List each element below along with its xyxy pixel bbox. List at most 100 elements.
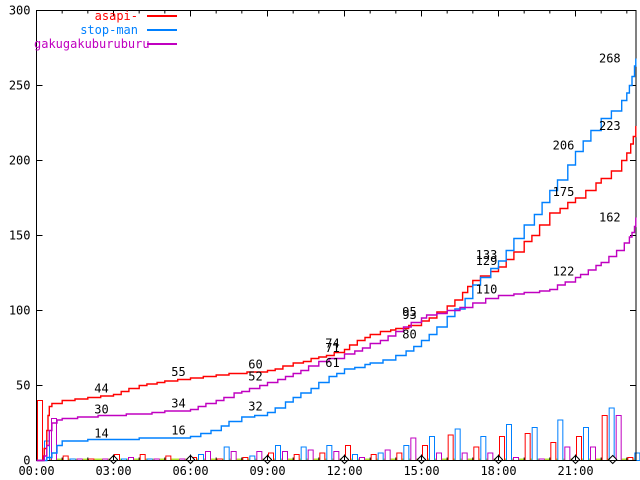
plot-border — [36, 10, 637, 461]
data-point-value-label: 223 — [599, 119, 621, 133]
hourly-bar — [205, 451, 211, 461]
y-axis-tick-label: 200 — [9, 154, 31, 168]
data-point-value-label: 60 — [248, 358, 262, 372]
hourly-bar — [550, 442, 557, 461]
data-point-value-label: 133 — [476, 248, 498, 262]
hourly-bar — [487, 452, 494, 461]
data-point-value-label: 206 — [553, 139, 575, 153]
hourly-bar — [198, 454, 204, 461]
hourly-bar — [223, 446, 230, 461]
hourly-bar — [307, 449, 314, 461]
hourly-bar — [480, 436, 487, 461]
hourly-bar — [557, 419, 564, 461]
legend-entry-stop-man: stop-man — [34, 23, 177, 37]
diamond-marker-icon — [608, 454, 618, 465]
data-point-value-label: 61 — [325, 356, 339, 370]
x-axis-tick-label: 21:00 — [557, 464, 593, 478]
hourly-bar — [62, 455, 69, 461]
x-axis-tick-label: 03:00 — [95, 464, 131, 478]
y-axis-tick-label: 250 — [9, 79, 31, 93]
hourly-bar — [506, 424, 512, 461]
hourly-bar — [615, 415, 622, 461]
hourly-bar — [230, 451, 237, 461]
hourly-bar — [37, 400, 43, 461]
data-point-value-label: 32 — [248, 400, 262, 414]
hourly-bar — [249, 455, 256, 461]
legend-line-sample-asapi — [147, 15, 177, 17]
hourly-bar — [370, 454, 377, 461]
series-line-stopman — [36, 58, 637, 462]
x-axis-tick-label: 18:00 — [480, 464, 516, 478]
legend-line-sample-gakugakuburuburu — [147, 43, 177, 45]
legend-line-sample-stop-man — [147, 29, 177, 31]
y-axis-tick-label: 0 — [23, 454, 30, 468]
data-point-value-label: 55 — [171, 365, 185, 379]
data-point-value-label: 30 — [94, 403, 108, 417]
data-point-value-label: 129 — [476, 254, 498, 268]
y-axis-tick-label: 300 — [9, 4, 31, 18]
hourly-bar — [447, 434, 454, 461]
hourly-bar — [377, 452, 384, 461]
hourly-bar — [326, 445, 333, 461]
hourly-bar — [564, 446, 571, 461]
hourly-bar — [590, 446, 596, 461]
data-point-value-label: 52 — [248, 370, 262, 384]
hourly-bar — [300, 446, 307, 461]
data-point-value-label: 110 — [476, 283, 498, 297]
data-point-value-label: 16 — [171, 424, 185, 438]
legend-label-stop-man: stop-man — [80, 23, 138, 37]
hourly-bar — [436, 452, 442, 461]
hourly-bar — [531, 427, 538, 461]
hourly-bar — [396, 452, 403, 461]
series-line-gakugakuburuburu — [36, 217, 637, 462]
hourly-bar — [429, 436, 435, 461]
legend-label-asapi: asapi- — [94, 9, 138, 23]
x-axis-tick-label: 06:00 — [172, 464, 208, 478]
hourly-bar — [139, 454, 146, 461]
data-point-value-label: 14 — [94, 427, 108, 441]
hourly-bar — [524, 433, 531, 461]
data-point-value-label: 95 — [402, 305, 416, 319]
data-point-value-label: 122 — [553, 265, 575, 279]
hourly-bar — [333, 451, 340, 461]
y-axis-tick-label: 150 — [9, 229, 31, 243]
legend-entry-asapi: asapi- — [34, 9, 177, 23]
hourly-bar — [410, 437, 417, 461]
hourly-bar — [256, 451, 263, 461]
data-point-value-label: 74 — [325, 337, 339, 351]
y-axis-tick-label: 100 — [9, 304, 31, 318]
data-point-value-label: 44 — [94, 382, 108, 396]
hourly-bar — [275, 445, 281, 461]
y-axis-tick-label: 50 — [16, 379, 30, 393]
x-axis-tick-label: 09:00 — [249, 464, 285, 478]
hourly-bar — [601, 415, 608, 461]
x-axis-tick-label: 12:00 — [326, 464, 362, 478]
hourly-bar — [608, 407, 615, 461]
data-point-value-label: 162 — [599, 211, 621, 225]
x-axis-tick-label: 15:00 — [403, 464, 439, 478]
data-point-value-label: 34 — [171, 397, 185, 411]
hourly-bar — [282, 451, 288, 461]
legend-label-gakugakuburuburu: gakugakuburuburu — [34, 37, 150, 51]
data-point-value-label: 93 — [402, 308, 416, 322]
hourly-bar — [461, 452, 468, 461]
chart-legend: asapi- stop-man gakugakuburuburu — [34, 9, 177, 51]
hourly-bar — [454, 428, 461, 461]
data-point-value-label: 268 — [599, 52, 621, 66]
hourly-bar — [473, 446, 480, 461]
hourly-bar — [165, 455, 172, 461]
hourly-bar — [403, 445, 410, 461]
data-point-value-label: 175 — [553, 185, 575, 199]
hourly-bar — [583, 427, 589, 461]
hourly-bar — [384, 449, 391, 461]
x-axis-tick-label: 00:00 — [18, 464, 54, 478]
hourly-bar — [293, 454, 300, 461]
legend-entry-gakugakuburuburu: gakugakuburuburu — [34, 37, 177, 51]
hourly-bar — [352, 454, 358, 461]
hourly-bar — [319, 452, 326, 461]
data-point-value-label: 80 — [402, 328, 416, 342]
series-line-asapi — [36, 126, 637, 462]
data-point-value-label: 71 — [325, 341, 339, 355]
